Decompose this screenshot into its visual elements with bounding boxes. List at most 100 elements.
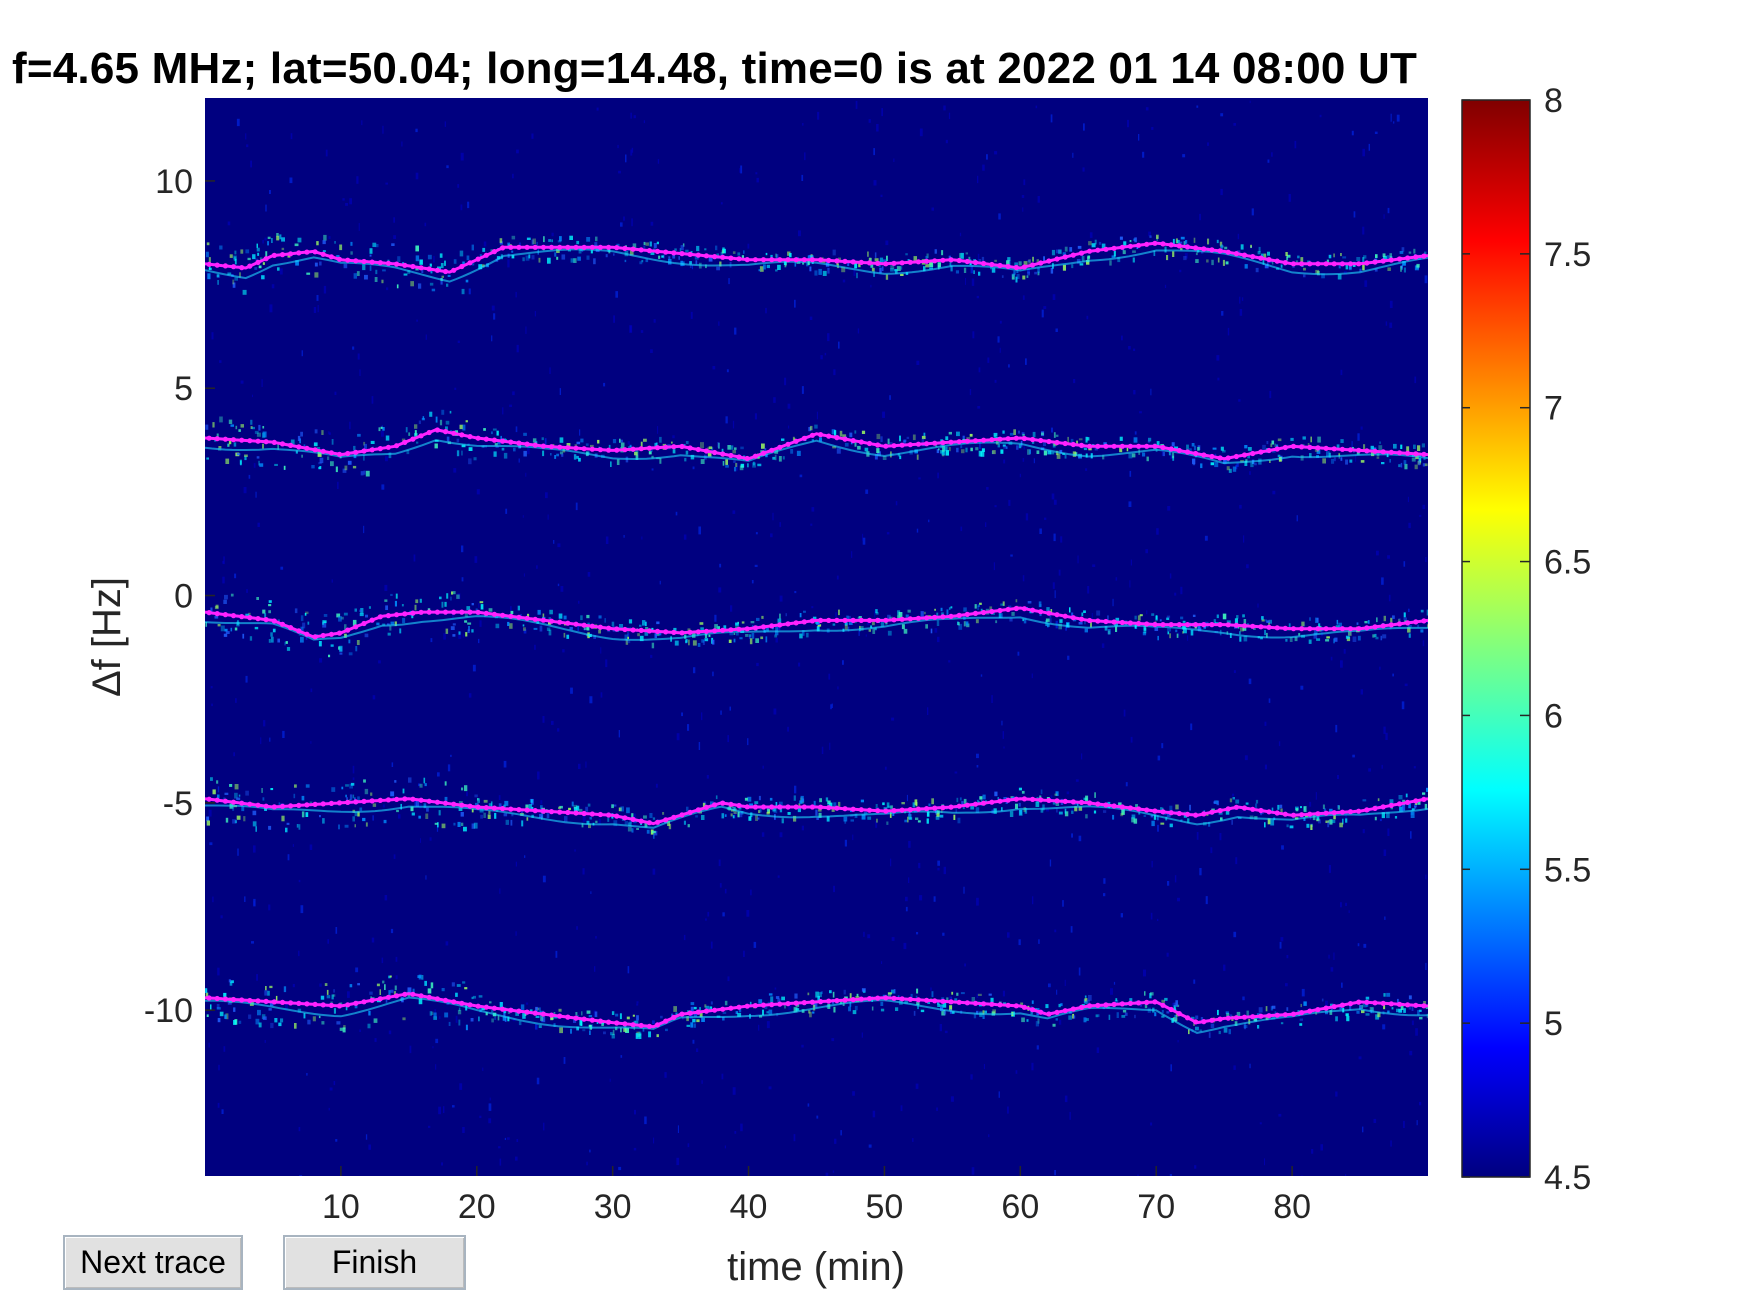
noise-speck <box>1058 1019 1062 1025</box>
echo-speck <box>495 623 500 629</box>
noise-speck <box>1351 441 1353 448</box>
echo-speck <box>648 1031 651 1038</box>
trace-point <box>842 258 848 264</box>
trace-point <box>516 614 522 620</box>
noise-speck <box>1319 114 1322 118</box>
echo-speck <box>1326 259 1329 263</box>
noise-speck <box>243 487 247 494</box>
echo-speck <box>439 419 443 426</box>
noise-speck <box>450 754 452 757</box>
trace-point <box>491 805 497 811</box>
trace-point <box>809 804 816 810</box>
trace-point <box>239 265 245 271</box>
noise-speck <box>252 394 253 398</box>
echo-speck <box>1175 629 1178 633</box>
echo-speck <box>692 640 697 646</box>
echo-speck <box>1190 629 1194 636</box>
trace-point <box>206 610 212 616</box>
echo-speck <box>464 612 468 618</box>
noise-speck <box>352 765 355 774</box>
noise-speck <box>445 941 449 946</box>
trace-point <box>377 446 383 452</box>
noise-speck <box>349 198 352 205</box>
noise-speck <box>1036 1045 1039 1050</box>
echo-speck <box>1255 267 1259 273</box>
echo-speck <box>1134 237 1137 243</box>
noise-speck <box>1341 982 1343 988</box>
echo-speck <box>1397 998 1399 1004</box>
trace-point <box>336 800 343 806</box>
echo-speck <box>1120 813 1124 817</box>
echo-speck <box>1317 436 1321 443</box>
trace-point <box>777 257 783 263</box>
echo-speck <box>959 797 962 801</box>
next-trace-button[interactable]: Next trace <box>63 1235 243 1290</box>
echo-speck <box>473 822 478 829</box>
noise-speck <box>831 1038 835 1042</box>
echo-speck <box>1362 799 1367 802</box>
trace-point <box>744 257 750 263</box>
echo-speck <box>281 815 285 822</box>
echo-speck <box>1335 625 1340 628</box>
trace-point <box>760 804 767 810</box>
noise-speck <box>365 1134 368 1140</box>
echo-speck <box>229 982 233 986</box>
echo-speck <box>478 264 483 270</box>
noise-speck <box>1058 569 1061 576</box>
noise-speck <box>257 522 260 527</box>
noise-speck <box>1408 522 1411 529</box>
echo-speck <box>1134 1014 1136 1019</box>
noise-speck <box>509 404 512 407</box>
echo-speck <box>777 618 782 623</box>
echo-speck <box>318 462 322 465</box>
echo-speck <box>483 799 488 803</box>
echo-speck <box>1069 607 1071 613</box>
noise-speck <box>290 133 293 140</box>
trace-point <box>459 263 465 270</box>
echo-speck <box>586 255 590 260</box>
echo-speck <box>1347 629 1352 635</box>
noise-speck <box>553 540 555 544</box>
trace-point <box>956 439 962 445</box>
finish-button[interactable]: Finish <box>283 1235 466 1290</box>
noise-speck <box>1424 275 1428 284</box>
trace-point <box>1372 259 1378 265</box>
noise-speck <box>328 236 331 239</box>
trace-point <box>663 1018 669 1024</box>
noise-speck <box>1413 766 1416 769</box>
trace-point <box>801 1000 807 1006</box>
echo-speck <box>586 237 591 242</box>
noise-speck <box>589 696 593 704</box>
echo-speck <box>815 991 819 998</box>
echo-speck <box>1390 617 1393 623</box>
echo-speck <box>799 800 803 804</box>
echo-speck <box>891 989 895 994</box>
trace-point <box>1274 810 1280 816</box>
trace-point <box>809 618 816 624</box>
echo-speck <box>216 1007 221 1010</box>
echo-speck <box>903 439 907 443</box>
echo-speck <box>1154 627 1159 631</box>
noise-speck <box>794 785 797 794</box>
noise-speck <box>1389 322 1393 328</box>
echo-speck <box>270 1000 274 1007</box>
trace-point <box>263 998 269 1005</box>
echo-speck <box>232 807 235 811</box>
echo-speck <box>684 457 687 462</box>
echo-speck <box>994 259 997 262</box>
trace-point <box>573 1015 579 1021</box>
echo-speck <box>301 811 305 818</box>
trace-point <box>1266 624 1272 630</box>
echo-speck <box>801 800 805 804</box>
trace-point <box>891 995 897 1001</box>
echo-speck <box>390 989 394 993</box>
echo-speck <box>1151 820 1155 827</box>
trace-point <box>1307 626 1313 632</box>
noise-speck <box>1357 433 1360 441</box>
noise-speck <box>1362 1126 1364 1133</box>
echo-speck <box>304 613 307 616</box>
echo-speck <box>914 799 918 805</box>
echo-speck <box>550 1017 554 1021</box>
trace-point <box>1013 264 1019 271</box>
trace-point <box>818 999 824 1005</box>
